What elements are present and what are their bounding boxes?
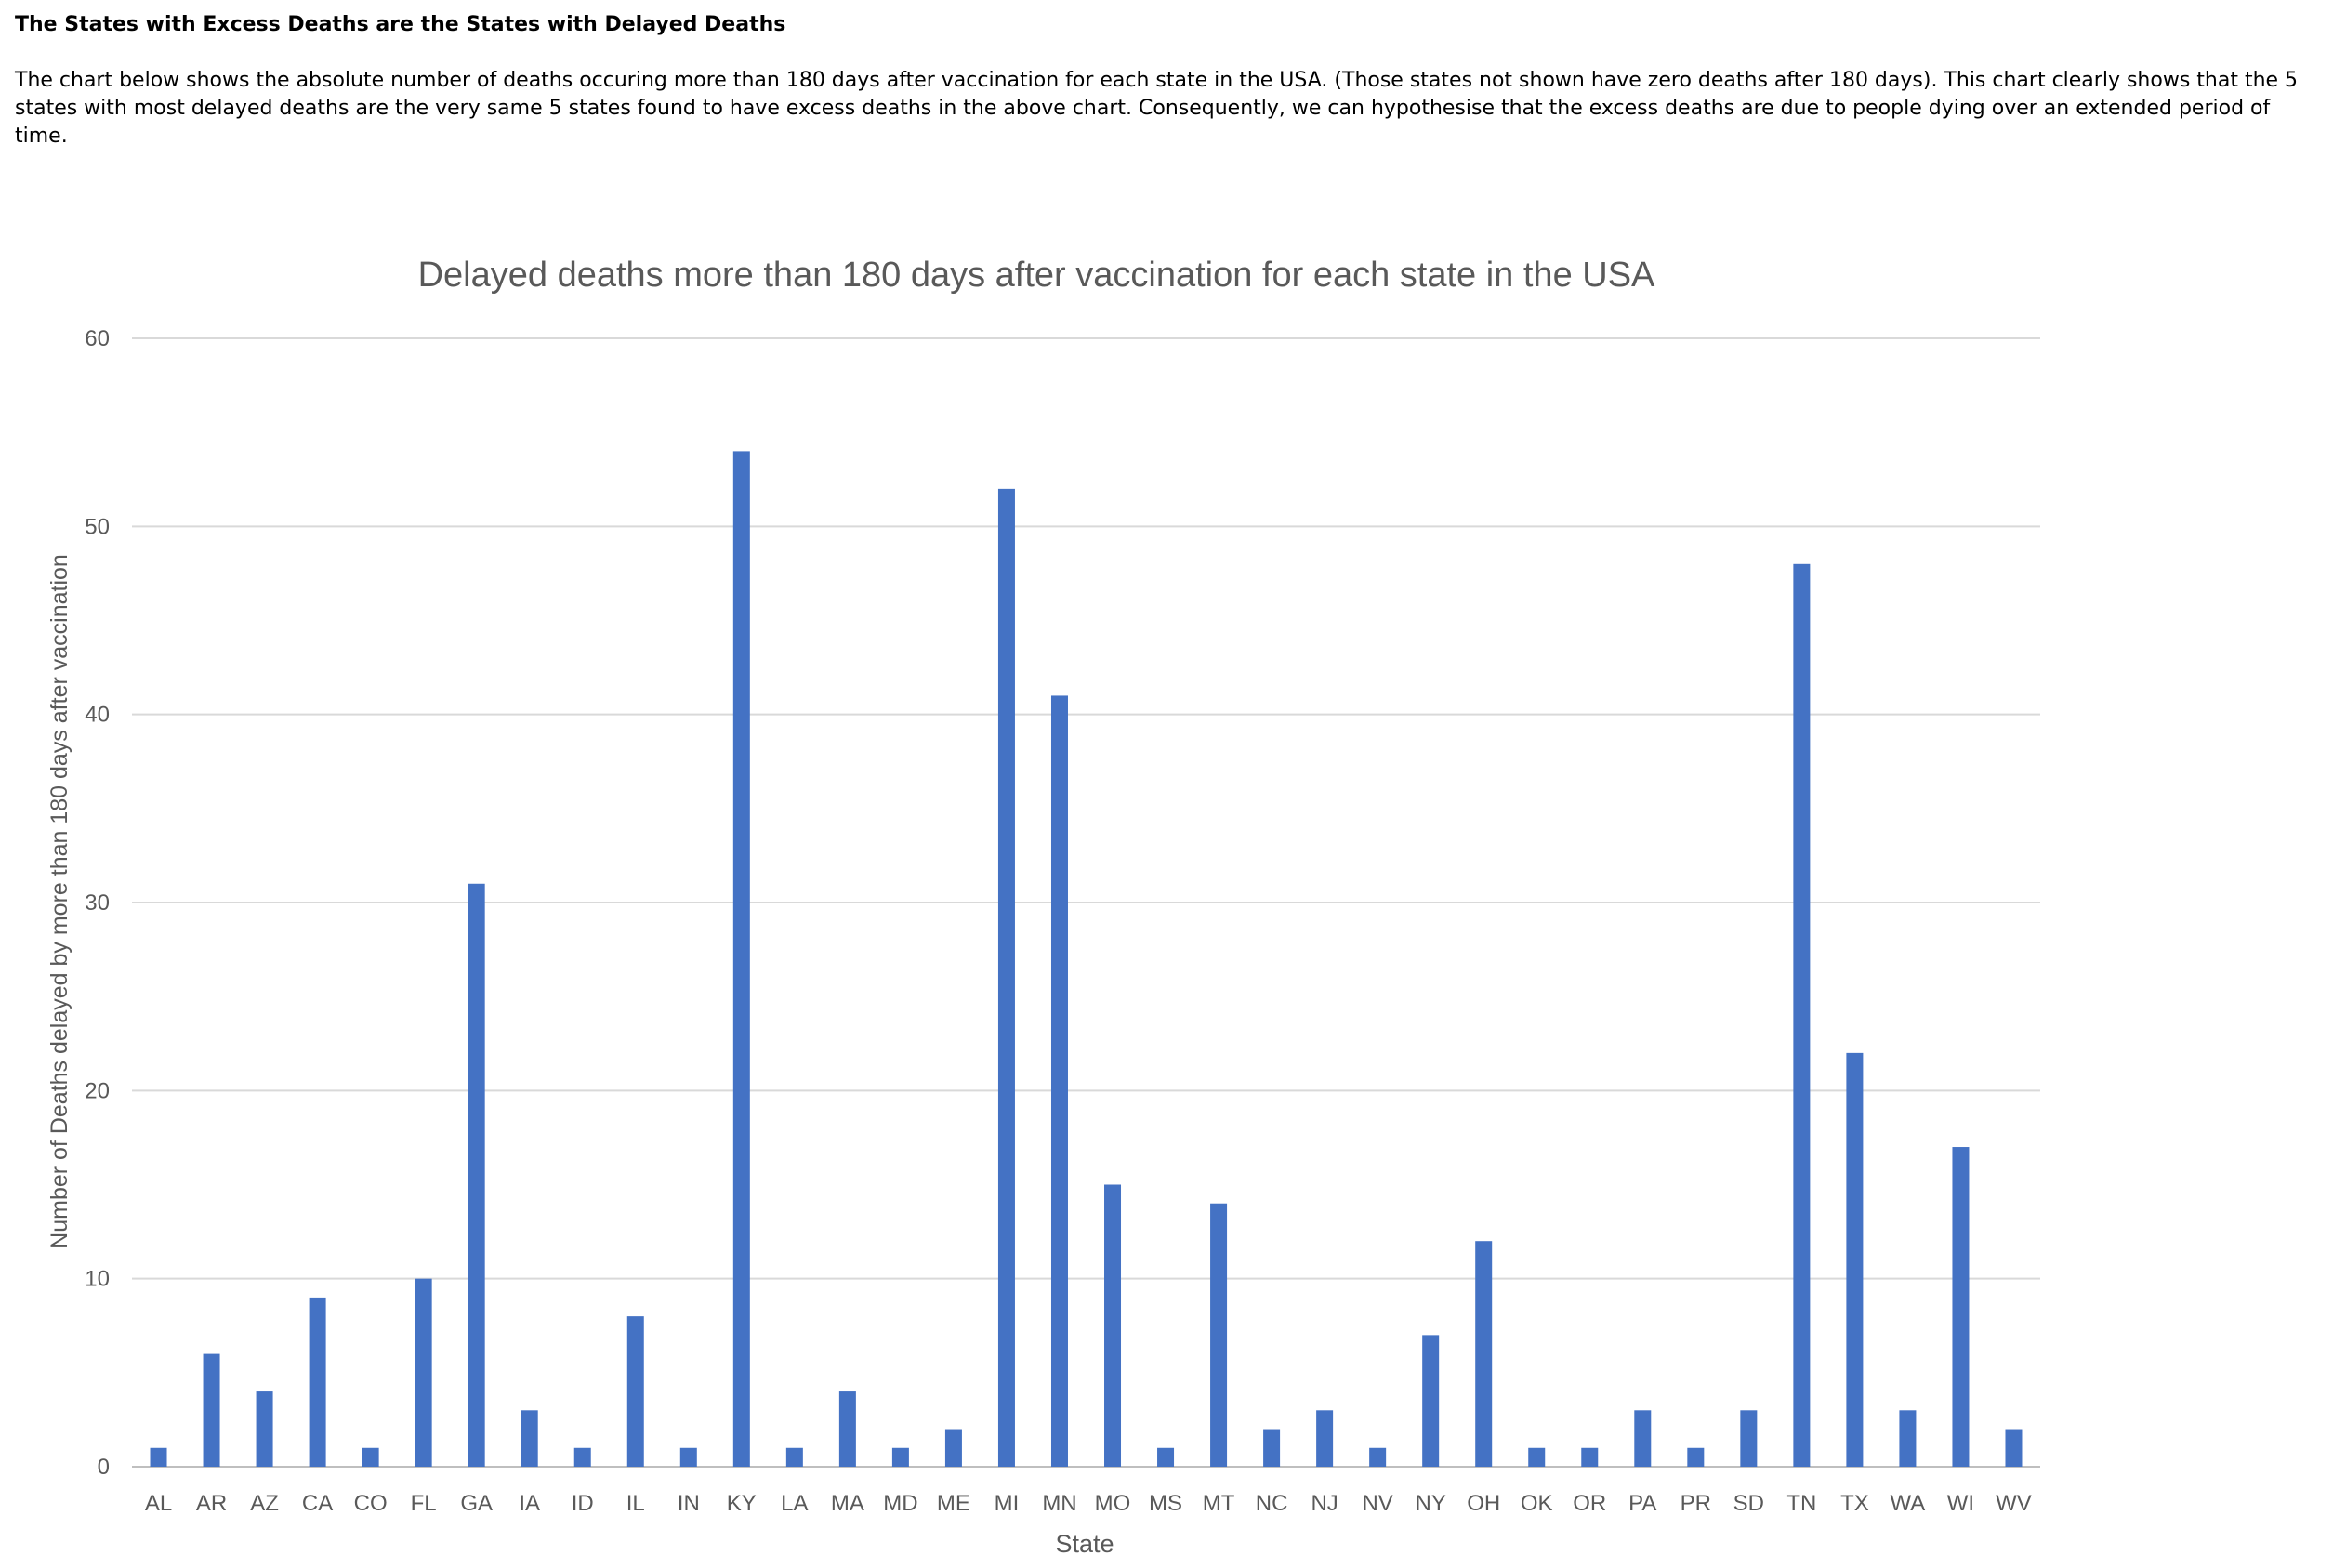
bar-il <box>626 1316 644 1467</box>
bar-mo <box>1104 1184 1122 1467</box>
x-tick-label: PA <box>1628 1491 1656 1516</box>
gridlines <box>132 337 2040 1468</box>
bar-ia <box>521 1410 538 1467</box>
x-tick-label: WV <box>1996 1491 2032 1516</box>
bar-me <box>944 1429 962 1467</box>
bar-nj <box>1316 1410 1334 1467</box>
bar-la <box>785 1447 803 1467</box>
bar-co <box>362 1447 379 1467</box>
y-tick-label: 40 <box>85 703 110 728</box>
x-tick-label: KY <box>727 1491 757 1516</box>
bar-wi <box>1952 1147 1970 1467</box>
bar-md <box>891 1447 909 1467</box>
y-axis-label: Number of Deaths delayed by more than 18… <box>46 554 72 1249</box>
bar-fl <box>415 1278 432 1467</box>
y-tick-label: 50 <box>85 514 110 539</box>
x-tick-label: OK <box>1521 1491 1553 1516</box>
bar-wa <box>1899 1410 1917 1467</box>
x-tick-label: AL <box>145 1491 172 1516</box>
x-tick-label: MO <box>1095 1491 1131 1516</box>
bar-wv <box>2005 1429 2023 1467</box>
x-axis-ticks: AL AR AZ CA CO FL GA IA ID IL IN KY LA MA MD ME MI MN MO MS… <box>145 1491 2032 1516</box>
x-tick-label: WI <box>1947 1491 1974 1516</box>
x-tick-label: PR <box>1681 1491 1711 1516</box>
x-tick-label: TN <box>1786 1491 1816 1516</box>
x-axis-label: State <box>1055 1530 1114 1558</box>
x-tick-label: MS <box>1149 1491 1182 1516</box>
x-tick-label: SD <box>1733 1491 1764 1516</box>
x-tick-label: LA <box>781 1491 808 1516</box>
x-tick-label: NC <box>1256 1491 1288 1516</box>
bar-ga <box>468 883 485 1467</box>
x-tick-label: MA <box>831 1491 864 1516</box>
x-tick-label: OR <box>1573 1491 1606 1516</box>
bar-or <box>1581 1447 1599 1467</box>
bar-az <box>256 1391 273 1467</box>
bar-nv <box>1369 1447 1387 1467</box>
x-tick-label: MT <box>1203 1491 1235 1516</box>
x-tick-label: CA <box>302 1491 333 1516</box>
bar-pr <box>1687 1447 1705 1467</box>
chart-title: Delayed deaths more than 180 days after … <box>418 256 1655 295</box>
bars <box>150 451 2023 1467</box>
x-tick-label: NJ <box>1311 1491 1338 1516</box>
x-tick-label: MN <box>1042 1491 1076 1516</box>
bar-ms <box>1157 1447 1175 1467</box>
bar-tn <box>1793 563 1811 1467</box>
x-tick-label: MD <box>883 1491 917 1516</box>
x-tick-label: MI <box>995 1491 1020 1516</box>
bar-ky <box>732 451 750 1467</box>
y-tick-label: 60 <box>85 326 110 351</box>
bar-al <box>150 1447 167 1467</box>
bar-ar <box>203 1353 220 1467</box>
y-tick-label: 10 <box>85 1267 110 1292</box>
bar-mn <box>1050 695 1068 1467</box>
bar-ok <box>1528 1447 1546 1467</box>
bar-mi <box>997 488 1015 1467</box>
x-tick-label: ME <box>937 1491 970 1516</box>
x-tick-label: OH <box>1467 1491 1500 1516</box>
x-tick-label: IL <box>626 1491 645 1516</box>
bar-oh <box>1475 1241 1493 1467</box>
bar-tx <box>1846 1052 1864 1467</box>
y-tick-label: 30 <box>85 890 110 916</box>
bar-nc <box>1263 1429 1281 1467</box>
x-tick-label: GA <box>460 1491 493 1516</box>
y-axis-ticks: 0 10 20 30 40 50 60 <box>85 326 110 1480</box>
x-tick-label: AR <box>196 1491 227 1516</box>
x-tick-label: IN <box>678 1491 700 1516</box>
x-tick-label: CO <box>354 1491 388 1516</box>
x-tick-label: NV <box>1362 1491 1392 1516</box>
y-tick-label: 20 <box>85 1078 110 1103</box>
x-tick-label: AZ <box>250 1491 279 1516</box>
x-tick-label: WA <box>1891 1491 1926 1516</box>
bar-ma <box>838 1391 856 1467</box>
article-paragraph: The chart below shows the absolute numbe… <box>15 69 2299 148</box>
x-tick-label: IA <box>519 1491 540 1516</box>
bar-sd <box>1740 1410 1758 1467</box>
x-tick-label: TX <box>1840 1491 1869 1516</box>
bar-mt <box>1210 1203 1228 1467</box>
x-tick-label: ID <box>572 1491 594 1516</box>
y-tick-label: 0 <box>98 1455 110 1480</box>
bar-in <box>679 1447 697 1467</box>
bar-id <box>573 1447 591 1467</box>
bar-pa <box>1634 1410 1652 1467</box>
bar-ny <box>1422 1335 1440 1467</box>
bar-ca <box>309 1297 326 1467</box>
x-tick-label: NY <box>1416 1491 1446 1516</box>
article-heading: The States with Excess Deaths are the St… <box>15 13 786 36</box>
x-tick-label: FL <box>411 1491 437 1516</box>
